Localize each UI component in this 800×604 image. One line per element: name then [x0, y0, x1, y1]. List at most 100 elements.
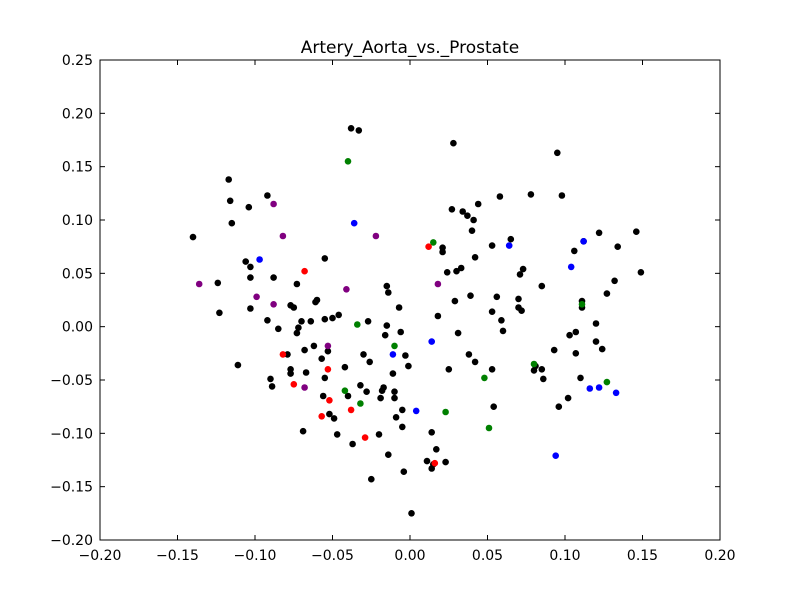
scatter-point [391, 342, 398, 350]
scatter-point [341, 363, 349, 371]
scatter-point [347, 125, 355, 132]
scatter-point [399, 423, 406, 431]
scatter-point [405, 362, 412, 370]
scatter-point [614, 243, 621, 250]
scatter-point [391, 388, 398, 396]
scatter-point [318, 413, 326, 420]
scatter-point [245, 203, 253, 211]
scatter-point [425, 243, 432, 250]
scatter-point [256, 256, 263, 263]
scatter-point [592, 320, 600, 327]
scatter-point [329, 314, 336, 322]
scatter-point [295, 324, 302, 332]
scatter-point [385, 289, 392, 296]
scatter-point [519, 265, 527, 273]
scatter-point [453, 267, 460, 275]
scatter-point [485, 424, 493, 432]
scatter-point [357, 400, 364, 407]
scatter-point [459, 208, 467, 215]
scatter-point [572, 328, 580, 336]
scatter-point [360, 351, 367, 358]
scatter-point [228, 219, 236, 227]
scatter-point [448, 206, 456, 213]
scatter-point [572, 350, 580, 357]
scatter-point [399, 406, 406, 414]
scatter-point [389, 351, 397, 358]
scatter-point [481, 374, 488, 382]
scatter-point [385, 451, 392, 459]
scatter-point [470, 216, 477, 224]
scatter-point [290, 304, 298, 311]
scatter-point [380, 384, 387, 391]
scatter-point [267, 375, 274, 383]
scatter-point [324, 342, 332, 350]
scatter-point [189, 233, 197, 241]
scatter-point [465, 351, 473, 358]
scatter-point [457, 264, 465, 272]
x-tick-label: −0.15 [156, 548, 199, 564]
scatter-point [515, 295, 522, 303]
scatter-point [442, 408, 449, 416]
scatter-point [577, 374, 584, 382]
scatter-point [538, 366, 546, 373]
scatter-point [333, 431, 341, 438]
scatter-point [366, 358, 374, 366]
y-tick-label: 0.05 [62, 266, 93, 282]
plot-frame [99, 59, 721, 541]
scatter-point [580, 238, 587, 245]
scatter-point [434, 280, 442, 288]
scatter-point [381, 331, 389, 339]
x-tick-label: 0.15 [627, 548, 658, 564]
scatter-point [443, 269, 451, 276]
x-tick-label: −0.20 [79, 548, 122, 564]
scatter-point [428, 429, 436, 436]
scatter-point [586, 385, 594, 392]
scatter-point [464, 212, 471, 219]
scatter-point [268, 383, 276, 390]
scatter-point [318, 355, 326, 363]
scatter-point [279, 351, 287, 358]
scatter-point [428, 338, 436, 345]
scatter-point [324, 366, 332, 373]
scatter-point [290, 381, 298, 388]
scatter-point [538, 282, 546, 290]
scatter-point [299, 427, 307, 435]
scatter-point [395, 304, 403, 311]
y-tick-label: 0.25 [62, 53, 93, 69]
scatter-point [347, 406, 355, 414]
x-tick-label: −0.10 [234, 548, 277, 564]
scatter-point [598, 345, 606, 353]
y-tick-label: 0.20 [62, 106, 93, 122]
scatter-point [408, 510, 415, 517]
scatter-point [270, 301, 277, 308]
scatter-point [242, 258, 249, 265]
scatter-point [611, 277, 618, 285]
y-tick-label: 0.10 [62, 213, 93, 229]
scatter-point [344, 392, 352, 400]
scatter-point [530, 360, 538, 368]
scatter-point [467, 292, 474, 300]
scatter-point [633, 228, 640, 235]
scatter-point [302, 369, 310, 376]
scatter-point [321, 374, 329, 382]
scatter-point [595, 384, 603, 391]
scatter-point [377, 394, 384, 402]
y-tick-label: −0.05 [50, 373, 93, 389]
scatter-point [326, 410, 333, 418]
scatter-point [234, 361, 242, 369]
scatter-point [433, 446, 440, 453]
scatter-point [518, 307, 525, 315]
scatter-point [552, 452, 559, 460]
scatter-point [301, 267, 308, 275]
scatter-point [550, 346, 558, 354]
scatter-point [571, 247, 578, 255]
scatter-point [595, 229, 603, 237]
scatter-point [226, 197, 234, 205]
x-tick-label: 0.00 [394, 548, 425, 564]
scatter-point [284, 351, 291, 358]
scatter-point [354, 321, 361, 328]
scatter-point [368, 475, 375, 483]
scatter-point [247, 305, 254, 312]
scatter-point [270, 200, 277, 208]
